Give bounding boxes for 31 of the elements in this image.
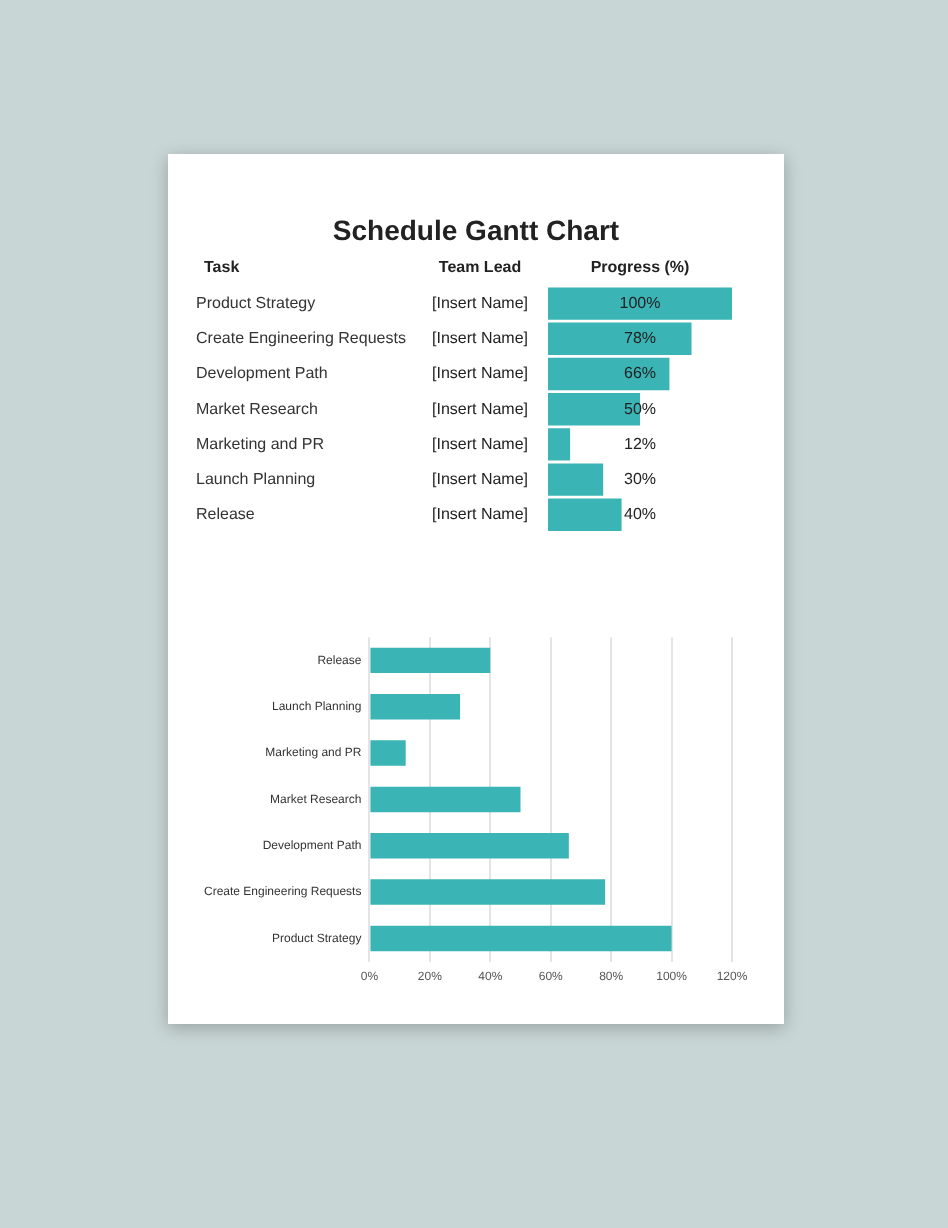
text: [Insert Name] xyxy=(431,364,529,383)
y-axis-title: Task xyxy=(204,258,241,277)
y-tick-label: Product Strategy xyxy=(196,294,316,313)
y-tick-label: Market Research xyxy=(196,399,318,418)
y-tick-label: Create Engineering Requests xyxy=(196,329,406,348)
text: [Insert Name] xyxy=(431,505,529,524)
bar xyxy=(370,647,491,674)
y-tick-label: Launch Planning xyxy=(196,470,316,489)
bar xyxy=(370,833,569,859)
bar xyxy=(370,693,461,720)
data-label: 12% xyxy=(623,434,657,453)
text: [Insert Name] xyxy=(431,399,529,418)
y-tick-label: Marketing and PR xyxy=(196,434,325,453)
bar xyxy=(370,925,672,952)
data-label: 30% xyxy=(623,470,657,489)
text: [Insert Name] xyxy=(431,470,529,489)
text: [Insert Name] xyxy=(431,294,529,313)
data-label: 78% xyxy=(623,329,657,348)
bar xyxy=(370,740,406,766)
x-axis-title: Progress (%) xyxy=(590,258,691,277)
bar xyxy=(370,786,521,813)
y-tick-label: Release xyxy=(196,505,256,524)
y-tick-label: Development Path xyxy=(196,364,328,383)
data-label: 66% xyxy=(623,364,657,383)
data-label: 40% xyxy=(623,505,657,524)
text: [Insert Name] xyxy=(431,434,529,453)
chart-title: Schedule Gantt Chart xyxy=(330,212,622,250)
text: Team Lead xyxy=(438,258,522,277)
data-label: 100% xyxy=(619,294,661,313)
bar xyxy=(370,879,606,905)
text: [Insert Name] xyxy=(431,329,529,348)
